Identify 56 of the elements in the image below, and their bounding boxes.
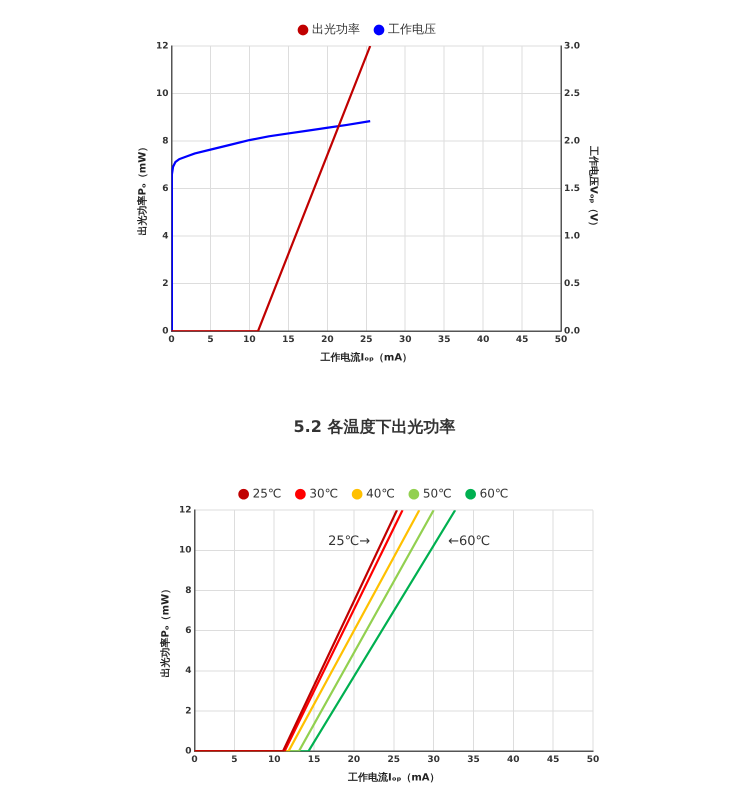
y2-tick-label: 0.0 (564, 326, 580, 337)
legend-label: 50℃ (422, 486, 452, 500)
annotation: ←60℃ (448, 534, 490, 549)
legend-label: 25℃ (252, 486, 282, 500)
annotation: 25℃→ (328, 534, 370, 549)
y-tick-label: 2 (162, 279, 169, 290)
y-tick-label: 8 (185, 586, 192, 596)
legend-label: 出光功率 (312, 22, 360, 36)
x-tick-label: 10 (268, 754, 280, 765)
y-tick-label: 6 (162, 184, 169, 194)
y-tick-label: 10 (156, 88, 169, 99)
x-tick-label: 45 (516, 334, 528, 345)
chart-title: 5.2 各温度下出光功率 (294, 416, 456, 436)
y-tick-label: 4 (185, 666, 192, 676)
x-tick-label: 35 (467, 754, 480, 765)
x-tick-label: 5 (207, 334, 214, 345)
y2-tick-label: 3.0 (564, 41, 580, 52)
y-tick-label: 4 (162, 231, 169, 242)
y-axis-title: 出光功率Pₒ（mW） (160, 584, 172, 678)
y-tick-label: 2 (185, 706, 192, 716)
legend-label: 40℃ (366, 486, 395, 500)
x-tick-label: 20 (321, 334, 334, 345)
x-tick-label: 45 (546, 754, 560, 765)
y2-tick-label: 0.5 (564, 279, 580, 290)
y-tick-label: 0 (185, 746, 192, 757)
x-axis-title: 工作电流Iₒₚ（mA） (346, 772, 440, 784)
y-tick-label: 0 (162, 326, 169, 337)
legend-label: 60℃ (480, 486, 508, 500)
x-tick-label: 40 (476, 334, 490, 345)
x-tick-label: 30 (398, 334, 412, 345)
y-tick-label: 12 (156, 41, 169, 52)
x-tick-label: 25 (387, 754, 400, 765)
x-tick-label: 40 (507, 754, 520, 765)
y2-tick-label: 2.0 (564, 136, 580, 146)
y2-tick-label: 2.5 (564, 88, 580, 99)
x-tick-label: 50 (554, 334, 568, 345)
legend-label: 工作电压 (388, 22, 436, 36)
x-tick-label: 5 (231, 754, 238, 765)
x-tick-label: 20 (348, 754, 360, 765)
y-tick-label: 6 (185, 626, 192, 636)
x-tick-label: 50 (586, 754, 600, 765)
legend-label: 30℃ (309, 486, 338, 500)
y2-axis-title: 工作电压Vₒₚ（V） (587, 145, 600, 232)
y-tick-label: 10 (178, 546, 192, 556)
x-tick-label: 15 (282, 334, 295, 345)
x-tick-label: 15 (308, 754, 320, 765)
y2-tick-label: 1.5 (564, 184, 580, 194)
y-axis-title: 出光功率Pₒ（mW） (136, 142, 149, 236)
x-tick-label: 10 (243, 334, 256, 345)
x-tick-label: 25 (360, 334, 373, 345)
y-tick-label: 8 (162, 136, 169, 146)
x-axis-title: 工作电流Iₒₚ（mA） (320, 352, 412, 364)
x-tick-label: 30 (427, 754, 440, 765)
y-tick-label: 12 (178, 506, 192, 516)
x-tick-label: 35 (438, 334, 450, 345)
y2-tick-label: 1.0 (564, 231, 580, 242)
